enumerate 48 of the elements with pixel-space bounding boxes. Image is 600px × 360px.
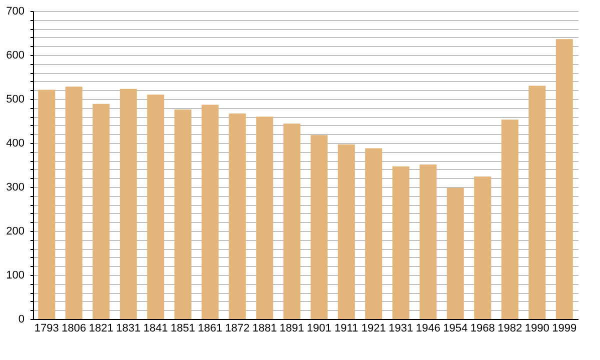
bar — [147, 94, 164, 319]
bar — [283, 124, 300, 319]
bar — [174, 110, 192, 319]
bar — [501, 120, 518, 319]
x-tick-label: 1968 — [470, 322, 495, 334]
x-tick-label: 1872 — [225, 322, 250, 334]
x-tick-label: 1831 — [116, 322, 141, 334]
bar — [202, 104, 219, 319]
bar — [65, 86, 82, 319]
bar — [365, 148, 382, 319]
y-tick-label: 300 — [6, 182, 24, 194]
bar — [120, 88, 137, 319]
x-tick-label: 1999 — [552, 322, 577, 334]
y-tick-label: 100 — [6, 270, 24, 282]
y-tick-label: 500 — [6, 94, 24, 106]
x-tick-label: 1851 — [170, 322, 196, 334]
x-tick-label: 1946 — [416, 322, 440, 334]
bar — [420, 164, 437, 319]
bar — [528, 86, 546, 319]
x-tick-label: 1911 — [334, 322, 358, 334]
y-tick-label: 200 — [6, 226, 24, 238]
bar — [446, 188, 464, 319]
bar — [256, 116, 274, 319]
y-tick-label: 600 — [6, 50, 24, 62]
x-tick-label: 1793 — [34, 322, 59, 334]
x-tick-label: 1881 — [252, 322, 277, 334]
x-tick-label: 1931 — [388, 322, 414, 334]
x-tick-label: 1921 — [361, 322, 386, 334]
bar — [92, 104, 110, 319]
x-tick-label: 1821 — [88, 322, 114, 334]
y-tick-label: 400 — [6, 138, 24, 150]
y-tick-label: 0 — [18, 314, 24, 326]
x-tick-label: 1954 — [443, 322, 468, 334]
y-tick-label: 700 — [6, 6, 24, 18]
bar — [474, 176, 492, 319]
x-tick-label: 1990 — [524, 322, 550, 334]
bar — [392, 166, 410, 319]
x-tick-label: 1891 — [280, 322, 304, 334]
x-tick-label: 1901 — [306, 322, 332, 334]
bar — [38, 90, 56, 319]
x-tick-label: 1806 — [62, 322, 86, 334]
x-tick-label: 1982 — [498, 322, 522, 334]
bar — [310, 135, 328, 319]
bar — [228, 114, 246, 319]
x-tick-label: 1841 — [143, 322, 168, 334]
bar — [556, 39, 573, 319]
x-tick-label: 1861 — [198, 322, 222, 334]
bar — [338, 144, 355, 319]
